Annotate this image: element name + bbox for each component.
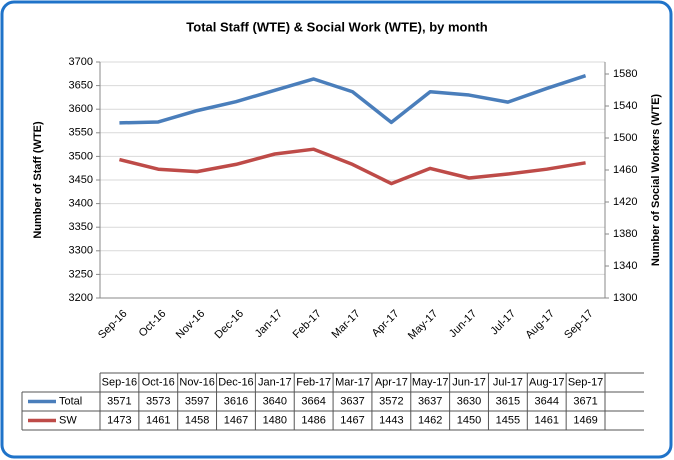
table-header: Mar-17: [335, 376, 370, 388]
series-line: [119, 147, 586, 186]
table-header: Dec-16: [218, 376, 253, 388]
legend-label: Total: [59, 395, 82, 407]
table-cell: 3615: [496, 395, 520, 407]
table-header: Nov-16: [179, 376, 214, 388]
table-cell: 1461: [534, 414, 558, 426]
table-cell: 1450: [457, 414, 481, 426]
y-tick-label: 3200: [69, 292, 93, 304]
series-line: [119, 74, 587, 125]
y-tick-label: 3650: [69, 80, 93, 92]
table-cell: 1458: [185, 414, 209, 426]
table-cell: 1480: [263, 414, 287, 426]
y-tick-label: 3600: [69, 103, 93, 115]
table-cell: 3640: [263, 395, 287, 407]
table-cell: 1455: [496, 414, 520, 426]
table-header: May-17: [412, 376, 449, 388]
table-cell: 1462: [418, 414, 442, 426]
table-cell: 3572: [379, 395, 403, 407]
y-tick-label: 3550: [69, 127, 93, 139]
table-cell: 1473: [107, 414, 131, 426]
chart-title: Total Staff (WTE) & Social Work (WTE), b…: [186, 19, 487, 34]
table-header: Sep-16: [102, 376, 137, 388]
y2-tick-label: 1340: [613, 260, 637, 272]
table-header: Jun-17: [452, 376, 486, 388]
table-cell: 1467: [340, 414, 364, 426]
table-cell: 1461: [146, 414, 170, 426]
table-cell: 1443: [379, 414, 403, 426]
table-cell: 3664: [301, 395, 325, 407]
y2-tick-label: 1380: [613, 228, 637, 240]
table-cell: 3637: [340, 395, 364, 407]
table-header: Sep-17: [568, 376, 603, 388]
y2-tick-label: 1420: [613, 196, 637, 208]
y2-tick-label: 1500: [613, 132, 637, 144]
table-cell: 3571: [107, 395, 131, 407]
table-header: Feb-17: [296, 376, 331, 388]
table-cell: 3637: [418, 395, 442, 407]
table-cell: 3597: [185, 395, 209, 407]
y-tick-label: 3700: [69, 56, 93, 68]
table-cell: 3630: [457, 395, 481, 407]
table-cell: 3616: [224, 395, 248, 407]
table-cell: 3573: [146, 395, 170, 407]
table-header: Jan-17: [258, 376, 292, 388]
table-cell: 3644: [534, 395, 558, 407]
y2-tick-label: 1580: [613, 68, 637, 80]
y2-axis-label: Number of Social Workers (WTE): [650, 94, 662, 266]
y2-tick-label: 1460: [613, 164, 637, 176]
y-tick-label: 3250: [69, 268, 93, 280]
legend-label: SW: [59, 414, 77, 426]
y-axis-label: Number of Staff (WTE): [32, 121, 44, 239]
table-header: Apr-17: [375, 376, 408, 388]
table-header: Aug-17: [529, 376, 564, 388]
y-tick-label: 3450: [69, 174, 93, 186]
y2-tick-label: 1540: [613, 100, 637, 112]
table-header: Oct-16: [142, 376, 175, 388]
y-tick-label: 3300: [69, 245, 93, 257]
table-cell: 3671: [573, 395, 597, 407]
table-cell: 1486: [301, 414, 325, 426]
y-tick-label: 3350: [69, 221, 93, 233]
table-header: Jul-17: [493, 376, 523, 388]
y-tick-label: 3400: [69, 198, 93, 210]
y-tick-label: 3500: [69, 150, 93, 162]
table-cell: 1467: [224, 414, 248, 426]
table-cell: 1469: [573, 414, 597, 426]
y2-tick-label: 1300: [613, 292, 637, 304]
